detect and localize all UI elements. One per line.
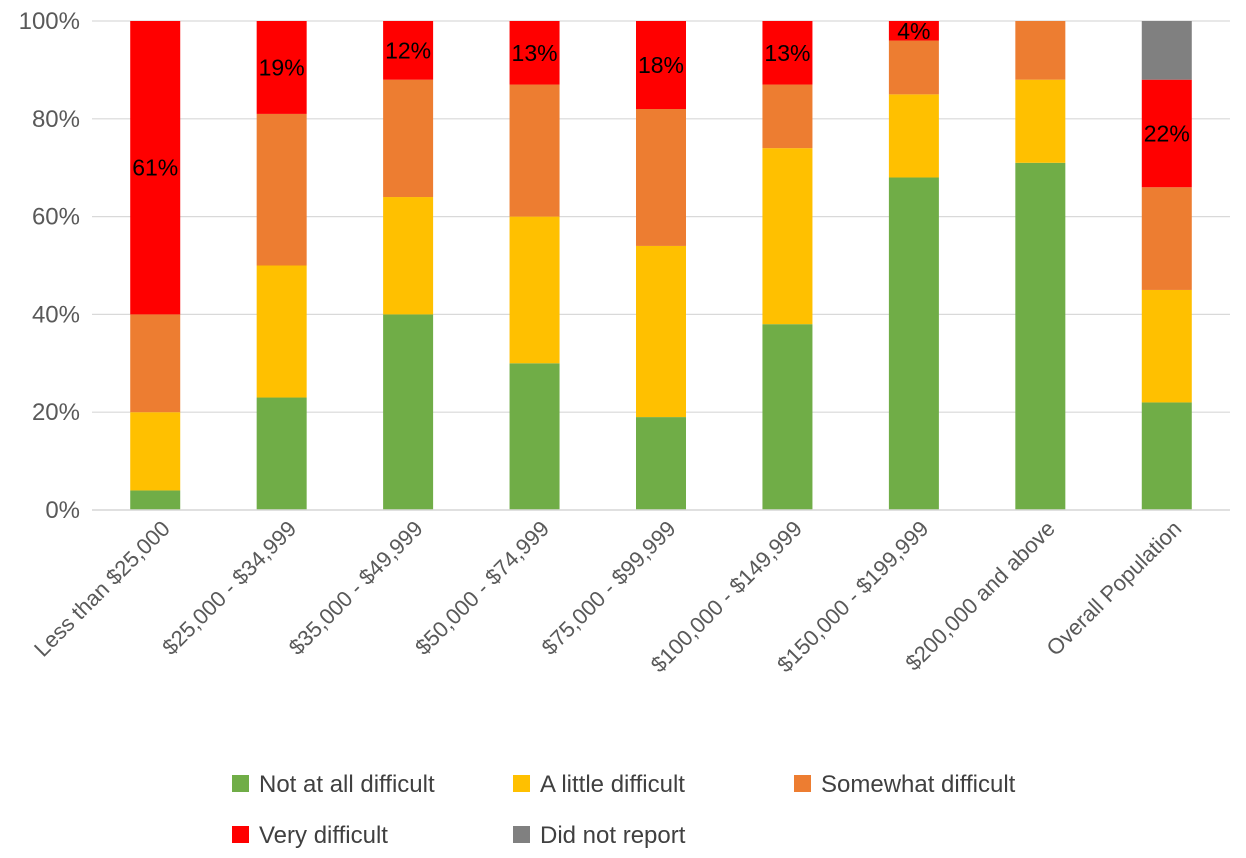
data-label: 4%	[897, 18, 930, 44]
data-label: 12%	[385, 37, 431, 63]
x-tick-label: $25,000 - $34,999	[157, 516, 301, 660]
bar-segment-a-little-difficult	[888, 94, 939, 178]
bar-segment-not-at-all-difficult	[1015, 162, 1066, 510]
bars	[130, 21, 1192, 511]
bar-segment-somewhat-difficult	[636, 109, 686, 246]
legend-label: A little difficult	[540, 771, 685, 798]
data-label: 13%	[764, 40, 810, 66]
x-tick-label: $50,000 - $74,999	[410, 516, 554, 660]
bar-segment-not-at-all-difficult	[383, 314, 434, 510]
bar-segment-a-little-difficult	[383, 197, 434, 315]
legend: Not at all difficult A little difficult So…	[232, 771, 1016, 849]
bar-segment-a-little-difficult	[762, 148, 813, 325]
bar-segment-somewhat-difficult	[256, 113, 307, 266]
bar-segment-a-little-difficult	[1141, 289, 1192, 403]
legend-label: Did not report	[540, 822, 686, 849]
bar-segment-a-little-difficult	[130, 412, 181, 491]
legend-swatch-very-difficult	[232, 826, 249, 843]
data-label: 61%	[132, 155, 178, 181]
y-tick-label: 40%	[32, 301, 80, 328]
bar-segment-did-not-report	[1141, 21, 1192, 80]
bar-segment-not-at-all-difficult	[636, 417, 686, 510]
bar-segment-very-difficult	[383, 21, 434, 80]
legend-swatch-a-little-difficult	[513, 775, 530, 792]
bar-segment-somewhat-difficult	[1015, 21, 1066, 80]
bar-segment-not-at-all-difficult	[762, 324, 813, 510]
bar-segment-very-difficult	[762, 21, 813, 85]
y-tick-label: 20%	[32, 399, 80, 426]
bar-segment-somewhat-difficult	[383, 79, 434, 198]
x-tick-label: $35,000 - $49,999	[284, 516, 428, 660]
legend-label: Somewhat difficult	[821, 771, 1016, 798]
bar-segment-very-difficult	[1141, 79, 1192, 188]
bar-segment-very-difficult	[888, 21, 939, 41]
bar-segment-not-at-all-difficult	[256, 397, 307, 510]
data-label: 19%	[259, 54, 305, 80]
bar-segment-a-little-difficult	[1015, 79, 1066, 163]
data-label: 13%	[512, 40, 558, 66]
legend-swatch-did-not-report	[513, 826, 530, 843]
bar-segment-somewhat-difficult	[888, 40, 939, 95]
y-tick-label: 0%	[45, 497, 80, 524]
y-tick-label: 60%	[32, 204, 80, 231]
bar-segment-somewhat-difficult	[509, 84, 560, 217]
data-label: 18%	[638, 52, 684, 78]
y-tick-label: 100%	[19, 8, 80, 35]
bar-segment-very-difficult	[509, 21, 560, 85]
bar-segment-very-difficult	[130, 21, 181, 315]
x-tick-label: Overall Population	[1042, 516, 1187, 661]
legend-swatch-not-at-all-difficult	[232, 775, 249, 792]
legend-label: Not at all difficult	[259, 771, 435, 798]
x-tick-label: $75,000 - $99,999	[537, 516, 681, 660]
x-axis: Less than $25,000$25,000 - $34,999$35,00…	[29, 509, 1230, 677]
legend-swatch-somewhat-difficult	[794, 775, 811, 792]
bar-segment-not-at-all-difficult	[888, 177, 939, 511]
bar-segment-not-at-all-difficult	[509, 363, 560, 510]
bar-segment-a-little-difficult	[256, 265, 307, 398]
bar-segment-very-difficult	[636, 21, 686, 110]
bar-segment-a-little-difficult	[636, 245, 686, 418]
bar-segment-not-at-all-difficult	[130, 490, 181, 510]
y-tick-label: 80%	[32, 106, 80, 133]
bar-segment-very-difficult	[256, 21, 307, 114]
bar-segment-somewhat-difficult	[1141, 187, 1192, 290]
bar-segment-not-at-all-difficult	[1141, 402, 1192, 510]
bar-segment-a-little-difficult	[509, 216, 560, 364]
y-axis-ticks: 0% 20% 40% 60% 80% 100%	[19, 8, 80, 524]
data-label: 22%	[1144, 120, 1190, 146]
bar-segment-somewhat-difficult	[130, 314, 181, 413]
legend-label: Very difficult	[259, 822, 388, 849]
bar-segment-somewhat-difficult	[762, 84, 813, 149]
x-tick-label: Less than $25,000	[29, 516, 175, 662]
data-labels: 61% 19% 12% 13% 18% 13% 4% 22%	[132, 18, 1190, 181]
